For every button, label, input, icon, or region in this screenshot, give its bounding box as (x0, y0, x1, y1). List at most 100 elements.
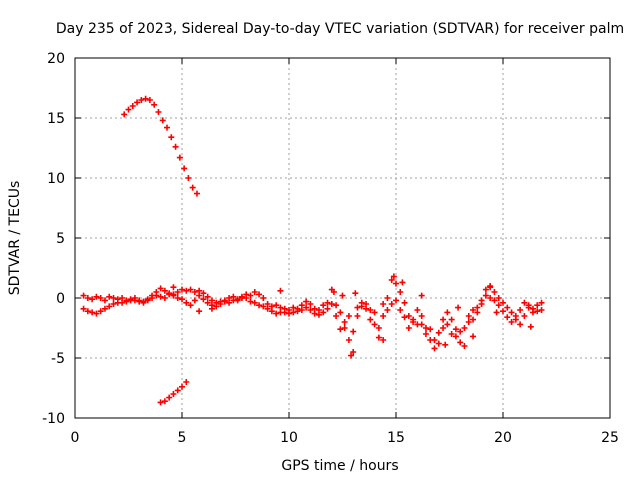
data-point (478, 297, 485, 304)
data-point (324, 305, 331, 312)
data-point (390, 273, 397, 280)
data-point (350, 328, 357, 335)
data-point (504, 304, 511, 311)
data-point (161, 287, 168, 294)
data-point (371, 309, 378, 316)
data-point (93, 293, 100, 300)
data-point (465, 313, 472, 319)
data-point (164, 124, 171, 131)
data-point (534, 308, 541, 315)
data-point (448, 316, 455, 323)
data-point (174, 295, 181, 301)
data-point (315, 311, 322, 318)
data-point (101, 305, 108, 312)
data-point (414, 307, 421, 313)
x-tick-label: 25 (601, 430, 619, 446)
data-point (189, 184, 196, 191)
data-point (110, 301, 117, 307)
data-point (348, 352, 355, 359)
data-point (495, 295, 502, 301)
data-point (93, 310, 100, 317)
y-tick-label: 5 (56, 231, 65, 247)
data-point (399, 279, 406, 286)
data-point (440, 325, 447, 331)
data-point (330, 289, 337, 295)
data-point (80, 292, 87, 299)
data-point (89, 296, 96, 303)
data-point (174, 289, 181, 295)
data-point (183, 299, 190, 306)
data-point (134, 99, 141, 106)
data-point (521, 313, 528, 319)
data-point (191, 297, 198, 304)
data-point (341, 325, 348, 331)
data-point (140, 299, 147, 306)
data-point (431, 337, 438, 343)
data-point (166, 291, 173, 298)
data-point (461, 343, 468, 349)
data-point (455, 304, 462, 311)
data-point (170, 284, 177, 291)
data-point (500, 308, 506, 315)
data-point (491, 289, 498, 295)
x-tick-label: 5 (178, 430, 187, 446)
data-point (384, 307, 391, 313)
data-point (470, 316, 477, 323)
data-point (131, 297, 138, 304)
data-point (183, 379, 190, 385)
grid-lines (75, 58, 610, 418)
data-point (401, 314, 408, 321)
data-point (328, 301, 335, 307)
data-point (84, 308, 91, 315)
data-point (339, 292, 346, 299)
data-point (97, 308, 104, 315)
data-point (487, 284, 494, 291)
data-point (80, 305, 87, 312)
data-point (187, 286, 194, 293)
data-point (418, 313, 425, 319)
data-point (508, 309, 515, 316)
data-point (191, 289, 198, 295)
data-point (320, 309, 327, 316)
data-point (273, 302, 280, 309)
data-point (151, 101, 158, 108)
data-point (333, 313, 340, 319)
data-point (427, 326, 434, 333)
data-point (534, 302, 541, 309)
y-tick-label: 20 (47, 51, 65, 67)
data-point (371, 321, 378, 328)
data-point (196, 292, 203, 299)
data-point (226, 299, 233, 306)
data-point (84, 295, 91, 301)
x-tick-label: 15 (387, 430, 405, 446)
data-point (388, 277, 395, 283)
data-point (320, 302, 327, 309)
data-point (174, 387, 181, 394)
data-point (200, 290, 207, 297)
data-point (136, 298, 143, 305)
data-point (397, 289, 404, 295)
data-point (247, 292, 254, 299)
data-point (179, 286, 185, 293)
chart-title: Day 235 of 2023, Sidereal Day-to-day VTE… (56, 21, 624, 37)
data-point (457, 328, 464, 335)
data-point (367, 307, 374, 313)
data-point (341, 319, 348, 325)
data-point (444, 309, 451, 316)
data-point (208, 305, 215, 312)
data-point (367, 316, 374, 323)
data-point (337, 326, 344, 333)
data-point (350, 349, 357, 355)
data-point (290, 309, 297, 316)
data-point (380, 301, 387, 307)
data-point (277, 287, 284, 294)
data-point (106, 293, 113, 300)
series-scattered-points (170, 273, 534, 359)
data-point (243, 295, 250, 301)
data-point (161, 295, 168, 301)
y-tick-label: 0 (56, 291, 65, 307)
data-point (161, 398, 168, 405)
data-point (375, 334, 382, 341)
data-point (491, 297, 498, 304)
data-point (106, 303, 113, 310)
